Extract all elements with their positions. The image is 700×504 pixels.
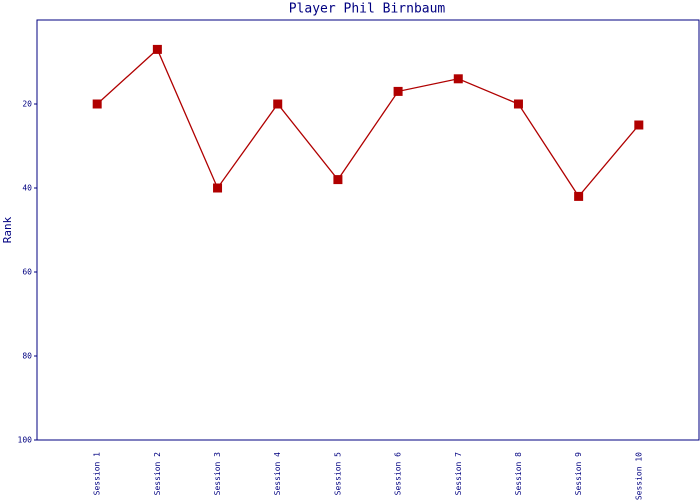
- data-point: [574, 191, 584, 201]
- x-tick-label: Session 4: [273, 452, 282, 496]
- x-tick-label: Session 7: [454, 452, 463, 496]
- y-tick-label: 20: [22, 100, 32, 109]
- y-tick-label: 40: [22, 184, 32, 193]
- x-tick-label: Session 9: [574, 452, 583, 496]
- x-tick-label: Session 10: [634, 452, 643, 500]
- data-point: [393, 86, 403, 96]
- x-tick-label: Session 8: [514, 452, 523, 496]
- y-axis-label: Rank: [1, 216, 14, 243]
- y-tick-label: 80: [22, 352, 32, 361]
- data-point: [273, 99, 283, 109]
- data-point: [333, 175, 343, 185]
- chart-title: Player Phil Birnbaum: [289, 2, 446, 17]
- y-tick-label: 60: [22, 268, 32, 277]
- x-tick-label: Session 5: [333, 452, 342, 496]
- x-tick-label: Session 2: [153, 452, 162, 496]
- data-point: [213, 183, 223, 193]
- plot-frame: [36, 19, 700, 441]
- data-point: [92, 99, 102, 109]
- data-point: [152, 44, 162, 54]
- data-point: [513, 99, 523, 109]
- data-point: [453, 74, 463, 84]
- x-tick-label: Session 3: [213, 452, 222, 496]
- x-tick-label: Session 1: [93, 452, 102, 496]
- y-tick-label: 100: [18, 436, 33, 445]
- x-tick-label: Session 6: [394, 452, 403, 496]
- series-line: [96, 48, 640, 198]
- data-point: [634, 120, 644, 130]
